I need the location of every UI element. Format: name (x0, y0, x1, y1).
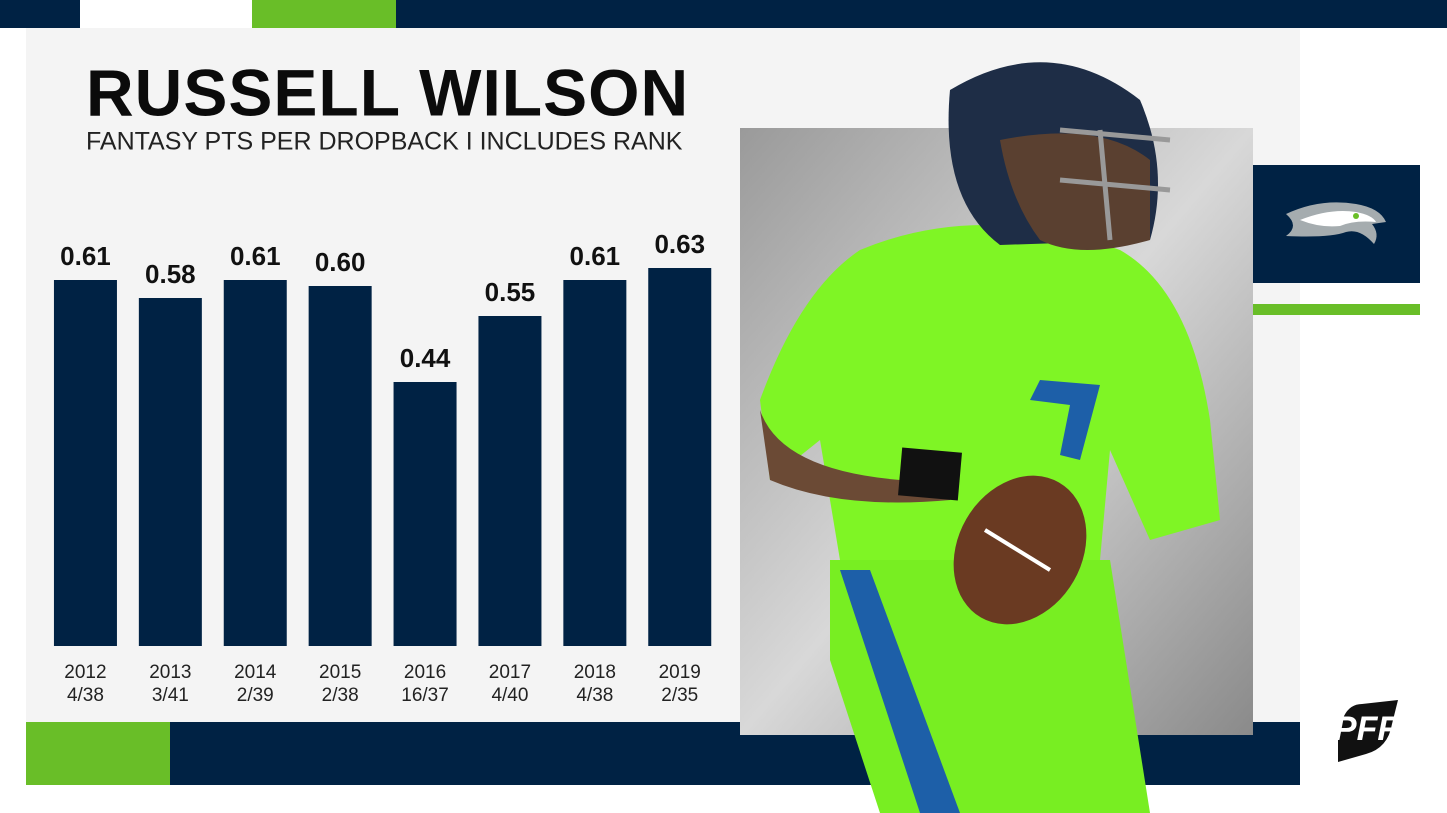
x-tick-label: 2019 (659, 662, 701, 683)
value-label: 0.63 (654, 229, 705, 259)
x-tick-label: 2018 (574, 662, 616, 683)
rank-label: 4/38 (576, 685, 613, 706)
top-stripe (80, 0, 252, 28)
value-label: 0.61 (60, 241, 111, 271)
bar (223, 280, 287, 646)
x-tick-label: 2012 (64, 662, 106, 683)
bar (53, 280, 117, 646)
pff-logo: PFF (1334, 710, 1399, 748)
bottom-stripe (26, 722, 170, 785)
rank-label: 16/37 (401, 685, 449, 706)
player-figure (760, 62, 1220, 813)
top-stripe (0, 0, 80, 28)
x-tick-label: 2017 (489, 662, 531, 683)
value-label: 0.58 (145, 259, 196, 289)
rank-label: 2/38 (322, 685, 359, 706)
bar (138, 298, 202, 646)
pff-badge (1338, 700, 1398, 762)
value-label: 0.44 (400, 343, 451, 373)
x-tick-label: 2013 (149, 662, 191, 683)
team-line (1253, 304, 1420, 315)
bar (648, 268, 712, 646)
top-stripe (396, 0, 1447, 28)
bar (308, 286, 372, 646)
bar (563, 280, 627, 646)
chart-subtitle: FANTASY PTS PER DROPBACK I INCLUDES RANK (86, 128, 683, 156)
x-tick-label: 2015 (319, 662, 361, 683)
value-label: 0.61 (570, 241, 621, 271)
chart-title: RUSSELL WILSON (86, 55, 689, 129)
bar (393, 382, 457, 646)
bar (478, 316, 542, 646)
x-tick-label: 2016 (404, 662, 446, 683)
team-logo (1353, 213, 1359, 219)
value-label: 0.55 (485, 277, 536, 307)
value-label: 0.60 (315, 247, 366, 277)
top-stripe (252, 0, 396, 28)
rank-label: 4/38 (67, 685, 104, 706)
rank-label: 3/41 (152, 685, 189, 706)
x-tick-label: 2014 (234, 662, 277, 683)
rank-label: 2/35 (661, 685, 698, 706)
panel-side (1300, 28, 1420, 785)
rank-label: 2/39 (237, 685, 274, 706)
rank-label: 4/40 (491, 685, 528, 706)
value-label: 0.61 (230, 241, 281, 271)
